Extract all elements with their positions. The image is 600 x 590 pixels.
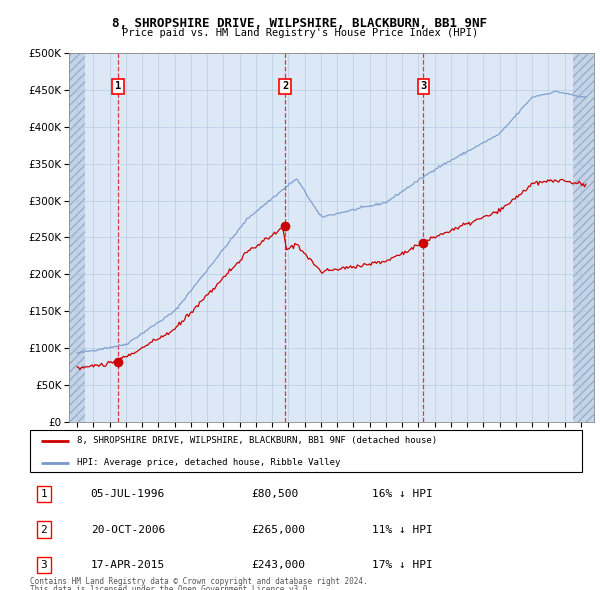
Text: 05-JUL-1996: 05-JUL-1996 <box>91 489 165 499</box>
Text: 2: 2 <box>40 525 47 535</box>
Text: 17% ↓ HPI: 17% ↓ HPI <box>372 560 433 570</box>
Text: Contains HM Land Registry data © Crown copyright and database right 2024.: Contains HM Land Registry data © Crown c… <box>30 577 368 586</box>
Bar <box>69 53 85 422</box>
Text: £80,500: £80,500 <box>251 489 298 499</box>
Bar <box>573 53 597 422</box>
Bar <box>573 53 597 422</box>
Text: 8, SHROPSHIRE DRIVE, WILPSHIRE, BLACKBURN, BB1 9NF: 8, SHROPSHIRE DRIVE, WILPSHIRE, BLACKBUR… <box>113 17 487 30</box>
Text: £265,000: £265,000 <box>251 525 305 535</box>
Text: This data is licensed under the Open Government Licence v3.0.: This data is licensed under the Open Gov… <box>30 585 312 590</box>
Text: 2: 2 <box>282 81 289 91</box>
Text: HPI: Average price, detached house, Ribble Valley: HPI: Average price, detached house, Ribb… <box>77 458 340 467</box>
Text: 3: 3 <box>420 81 427 91</box>
Text: 8, SHROPSHIRE DRIVE, WILPSHIRE, BLACKBURN, BB1 9NF (detached house): 8, SHROPSHIRE DRIVE, WILPSHIRE, BLACKBUR… <box>77 437 437 445</box>
Text: 1: 1 <box>115 81 121 91</box>
Text: Price paid vs. HM Land Registry's House Price Index (HPI): Price paid vs. HM Land Registry's House … <box>122 28 478 38</box>
Text: £243,000: £243,000 <box>251 560 305 570</box>
Text: 11% ↓ HPI: 11% ↓ HPI <box>372 525 433 535</box>
Text: 20-OCT-2006: 20-OCT-2006 <box>91 525 165 535</box>
Text: 1: 1 <box>40 489 47 499</box>
Text: 17-APR-2015: 17-APR-2015 <box>91 560 165 570</box>
Text: 16% ↓ HPI: 16% ↓ HPI <box>372 489 433 499</box>
Text: 3: 3 <box>40 560 47 570</box>
Bar <box>69 53 85 422</box>
